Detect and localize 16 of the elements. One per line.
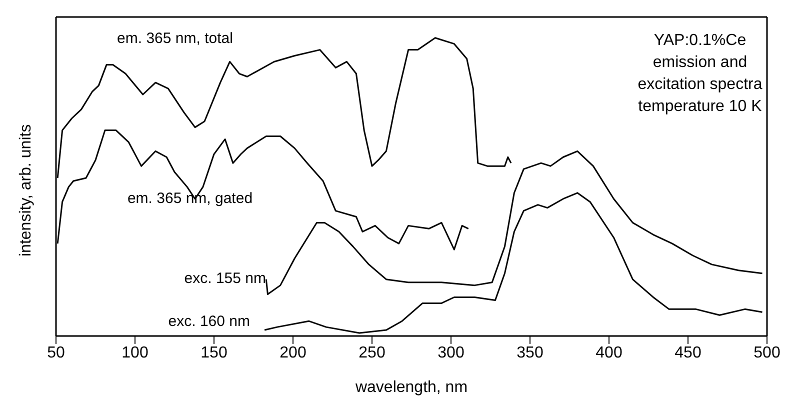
- y-axis-title: intensity, arb. units: [18, 124, 35, 256]
- x-tick-label: 250: [358, 344, 386, 362]
- x-tick-label: 150: [200, 344, 228, 362]
- x-tick-label: 400: [596, 344, 622, 362]
- series-label: exc. 160 nm: [168, 313, 250, 331]
- x-tick-label: 50: [47, 344, 65, 362]
- series-label: em. 365 nm, total: [117, 30, 233, 48]
- x-tick-label: 100: [122, 344, 148, 362]
- x-tick-label: 300: [438, 344, 464, 362]
- annotation: YAP:0.1%Ce emission and excitation spectra temperature 10 K: [638, 31, 762, 117]
- x-tick-label: 450: [674, 344, 702, 362]
- x-axis-title: wavelength, nm: [354, 379, 468, 396]
- x-tick-label: 350: [516, 344, 544, 362]
- x-tick-label: 500: [754, 344, 780, 362]
- series-label: exc. 155 nm: [184, 270, 266, 288]
- x-tick-label: 200: [280, 344, 306, 362]
